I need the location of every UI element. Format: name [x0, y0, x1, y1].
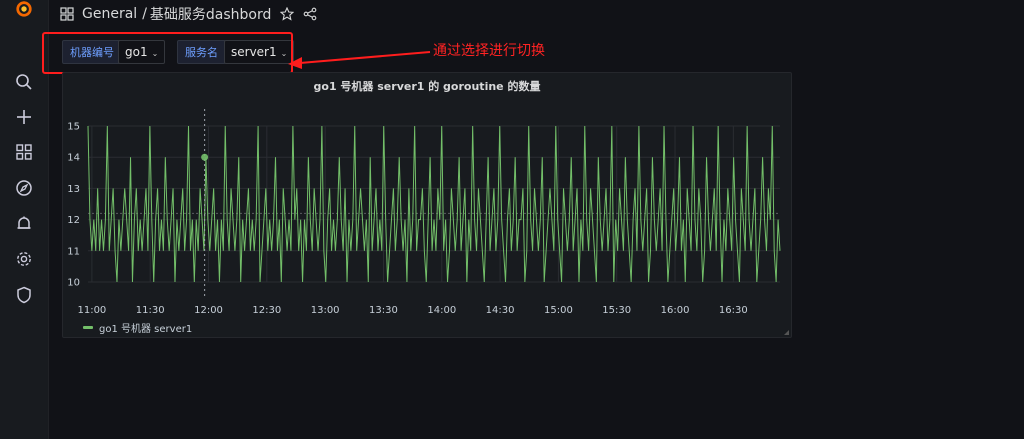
breadcrumb-dashboard-title[interactable]: 基础服务dashbord — [149, 7, 272, 23]
panel-title[interactable]: go1 号机器 server1 的 goroutine 的数量 — [313, 80, 541, 93]
variable-select-machine[interactable]: go1 ⌄ — [118, 40, 166, 64]
x-tick-label: 13:00 — [311, 305, 340, 316]
settings-gear-icon[interactable] — [12, 247, 36, 271]
x-tick-label: 13:30 — [369, 305, 398, 316]
resize-handle-icon[interactable] — [784, 330, 789, 335]
x-tick-label: 16:30 — [719, 305, 748, 316]
y-tick-label: 14 — [67, 153, 80, 164]
x-tick-label: 12:30 — [252, 305, 281, 316]
x-tick-label: 15:00 — [544, 305, 573, 316]
dashboards-icon[interactable] — [12, 140, 36, 164]
alerting-bell-icon[interactable] — [12, 212, 36, 236]
timeseries-chart: 10 11 12 13 14 15 11:00 11:30 12:00 12:30 13:00 13:… — [67, 109, 781, 316]
annotation-text: 通过选择进行切换 — [433, 43, 545, 59]
annotation-arrow-icon — [288, 51, 431, 69]
chevron-down-icon: ⌄ — [151, 49, 159, 58]
variable-select-service[interactable]: server1 ⌄ — [224, 40, 295, 64]
hover-point[interactable] — [201, 153, 209, 161]
breadcrumb-folder[interactable]: General — [82, 6, 138, 22]
shield-icon[interactable] — [12, 283, 36, 307]
grafana-logo-icon[interactable] — [14, 0, 34, 18]
breadcrumb: General / 基础服务dashbord — [60, 3, 317, 25]
annotation-highlight-box — [42, 32, 293, 74]
x-tick-label: 11:30 — [136, 305, 165, 316]
x-tick-label: 12:00 — [194, 305, 223, 316]
plus-icon[interactable] — [12, 105, 36, 129]
star-icon[interactable] — [280, 7, 295, 21]
variable-value-machine: go1 — [125, 45, 148, 59]
share-icon[interactable] — [303, 7, 317, 21]
sidebar — [0, 0, 49, 439]
graph-panel[interactable]: go1 号机器 server1 的 goroutine 的数量 10 11 12 13… — [62, 72, 792, 338]
y-tick-label: 12 — [67, 215, 80, 226]
chevron-down-icon: ⌄ — [280, 49, 288, 58]
explore-icon[interactable] — [12, 176, 36, 200]
breadcrumb-separator: / — [142, 6, 147, 22]
legend-swatch — [83, 326, 93, 329]
legend: go1 号机器 server1 — [83, 320, 192, 335]
x-tick-label: 14:30 — [486, 305, 515, 316]
variable-value-service: server1 — [231, 45, 277, 59]
search-icon[interactable] — [12, 70, 36, 94]
y-tick-label: 11 — [67, 246, 80, 257]
x-tick-label: 11:00 — [77, 305, 106, 316]
y-tick-label: 10 — [67, 278, 80, 289]
x-tick-label: 15:30 — [602, 305, 631, 316]
x-tick-label: 16:00 — [661, 305, 690, 316]
x-tick-label: 14:00 — [427, 305, 456, 316]
legend-label[interactable]: go1 号机器 server1 — [99, 324, 193, 335]
dashboard-grid-icon — [60, 7, 74, 21]
variable-label-machine: 机器编号 — [62, 40, 122, 64]
y-tick-label: 15 — [67, 122, 80, 133]
y-tick-label: 13 — [67, 184, 80, 195]
series-line — [87, 125, 781, 283]
